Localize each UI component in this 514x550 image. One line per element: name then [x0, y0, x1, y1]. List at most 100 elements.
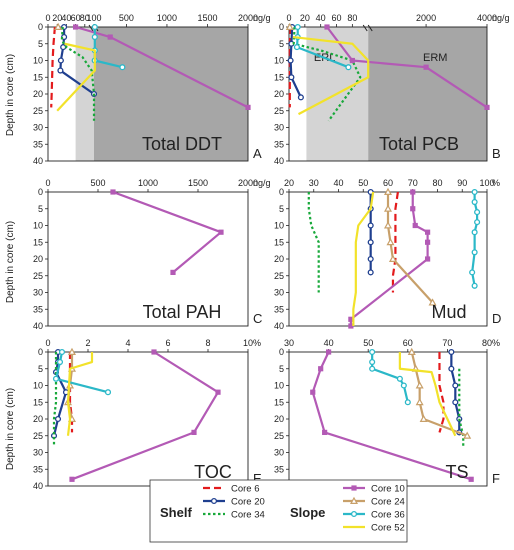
- panel-e-series-core-34: [52, 352, 58, 446]
- panel-c-y-tick-label: 15: [33, 237, 43, 247]
- panel-f-core-10-point: [318, 366, 324, 372]
- panel-a-y-tick-label: 35: [33, 139, 43, 149]
- panel-f-x-tick-label: 80: [482, 338, 492, 348]
- legend-entry-core-52-label: Core 52: [371, 523, 405, 534]
- panel-b-x-tick-label: 80: [347, 13, 357, 23]
- panel-e-y-tick-label: 35: [33, 464, 43, 474]
- panel-d-core-36-point: [471, 229, 478, 236]
- panel-e-core-20-point: [54, 415, 62, 423]
- panel-c-y-tick-label: 20: [33, 254, 43, 264]
- panel-a-series-core-34: [60, 26, 96, 121]
- panel-f-x-tick-label: 60: [403, 338, 413, 348]
- panel-d-x-tick-label: 100: [479, 178, 494, 188]
- panel-b-core-20-point: [288, 74, 295, 81]
- panel-b-y-tick-label: 35: [274, 139, 284, 149]
- panel-e: 0 2 4 6 8 10 % 0 5 10 15 20 25 30 35 40 TOC E: [33, 338, 262, 491]
- panel-a-y-tick-label: 25: [33, 106, 43, 116]
- panel-b-x-tick-label: 60: [332, 13, 342, 23]
- panel-c-letter: C: [253, 311, 262, 326]
- panel-d-core-24-point: [388, 254, 397, 262]
- panel-a-x-tick-label: 20: [52, 13, 62, 23]
- panel-b-y-tick-label: 20: [274, 89, 284, 99]
- panel-c-y-tick-label: 5: [38, 204, 43, 214]
- panel-b-region-label-erm: ERM: [423, 52, 447, 64]
- panel-f-core-36-point: [396, 375, 403, 382]
- panel-b: 0 20 40 60 80 2000 4000ng/g0510152025303540ERL…: [274, 13, 510, 166]
- panel-a-x-tick-label: 1000: [157, 13, 177, 23]
- panel-b-series-core-6: [288, 26, 292, 108]
- panel-d-x-tick-label: 80: [432, 178, 442, 188]
- panel-e-series-core-52: [66, 352, 94, 436]
- panel-a-y-tick-label: 20: [33, 89, 43, 99]
- panel-d-core-10-point: [425, 229, 431, 235]
- panel-e-x-tick-label: 4: [125, 338, 130, 348]
- panel-d-letter: D: [492, 311, 501, 326]
- panel-b-series-core-52: [292, 35, 370, 116]
- panel-c-x-unit: ng/g: [253, 178, 271, 188]
- panel-d-core-36-point: [474, 219, 481, 226]
- panel-d-core-10-point: [425, 256, 431, 262]
- panel-f-x-tick-label: 50: [363, 338, 373, 348]
- panel-a-y-tick-label: 0: [38, 22, 43, 32]
- panel-d-x-tick-label: 60: [383, 178, 393, 188]
- panel-d-series-core-52: [352, 191, 375, 326]
- panel-a-x-tick-label: 80: [80, 13, 90, 23]
- panel-b-y-tick-label: 0: [279, 22, 284, 32]
- panel-b-core-20-point: [297, 94, 304, 101]
- legend-entry-core-6-label: Core 6: [231, 484, 260, 495]
- panel-a-core-20-point: [57, 67, 64, 74]
- panel-d-core-10-point: [410, 206, 416, 212]
- panel-e-title: TOC: [194, 462, 232, 482]
- panel-d-core-24-point: [428, 298, 437, 306]
- panel-f-y-tick-label: 35: [274, 464, 284, 474]
- panel-d-core-10-point: [348, 323, 354, 329]
- panel-e-core-36-point: [58, 348, 66, 356]
- legend-entry-core-36-label: Core 36: [371, 510, 405, 521]
- legend-entry-core-20-label: Core 20: [231, 497, 265, 508]
- panel-d-core-10-point: [348, 316, 354, 322]
- panel-f-core-24-point: [415, 398, 424, 406]
- panel-e-y-tick-label: 5: [38, 364, 43, 374]
- panel-f-core-36-point: [369, 348, 376, 356]
- panel-b-core-24-point: [285, 22, 294, 30]
- panel-e-core-10-point: [151, 349, 157, 355]
- panel-d-x-unit: %: [492, 178, 500, 188]
- panel-f-core-36-point: [404, 399, 411, 406]
- legend-frame: [149, 479, 408, 543]
- panel-b-x-tick-label: 20: [300, 13, 310, 23]
- panel-d-core-24-point: [383, 204, 393, 212]
- panel-a-core-20-point: [57, 57, 64, 64]
- panel-f-series-core-36: [371, 352, 409, 403]
- panel-c-y-tick-label: 0: [38, 187, 43, 197]
- legend-core-20-point: [210, 497, 218, 505]
- y-axis-label-bottom: Depth in core (cm): [5, 388, 16, 470]
- panel-a-y-tick-label: 10: [33, 56, 43, 66]
- panel-b-y-tick-label: 25: [274, 106, 284, 116]
- panel-d-core-20-point: [367, 255, 374, 263]
- panel-b-letter: B: [492, 146, 501, 161]
- legend: Shelf Slope Core 6 Core 20 Core 34 Core 10 C…: [149, 479, 408, 543]
- panel-f-core-20-point: [448, 365, 455, 372]
- panel-c-x-tick-label: 0: [45, 178, 50, 188]
- panel-f-series-core-10: [311, 351, 472, 481]
- panel-a-series-core-52: [56, 42, 96, 112]
- y-axis-label-middle: Depth in core (cm): [5, 221, 16, 303]
- panel-e-core-10-point: [69, 476, 75, 482]
- panel-d-core-20-point: [367, 222, 374, 229]
- panel-d-x-tick-label: 30: [309, 178, 319, 188]
- panel-a-core-36-point: [119, 64, 126, 71]
- y-axis-label-top: Depth in core (cm): [5, 54, 16, 136]
- panel-d-core-24-point: [386, 238, 395, 246]
- panel-f-y-tick-label: 25: [274, 431, 284, 441]
- panel-e-x-tick-label: 10: [243, 338, 253, 348]
- panel-b-title: Total PCB: [379, 134, 459, 154]
- panel-b-core-36-point: [293, 44, 300, 51]
- panel-e-y-tick-label: 10: [33, 381, 43, 391]
- panel-f-y-tick-label: 5: [279, 364, 284, 374]
- panel-b-y-tick-label: 10: [274, 56, 284, 66]
- panel-f-core-10-point: [326, 349, 332, 355]
- panel-d-core-24-point: [383, 187, 393, 195]
- panel-c-x-tick-label: 2000: [238, 178, 258, 188]
